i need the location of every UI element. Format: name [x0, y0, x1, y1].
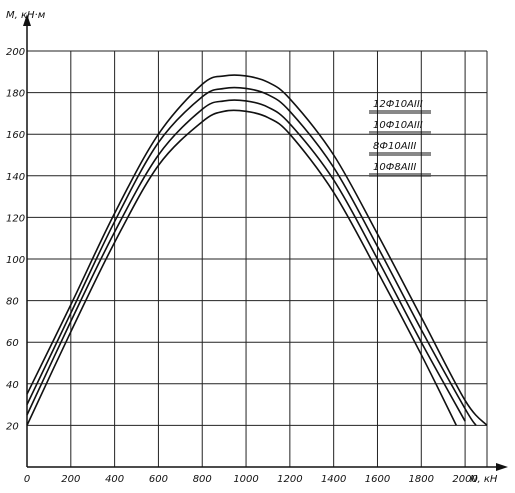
- series-line-4: [26, 109, 458, 426]
- x-tick-label: 1400: [321, 474, 346, 485]
- y-tick-label: 100: [6, 255, 25, 266]
- grid: [27, 50, 488, 467]
- legend: 12Ф10АIII 10Ф10АIII 8Ф10АIII 10Ф8АIII: [369, 99, 431, 177]
- y-tick-label: 140: [6, 172, 25, 183]
- x-tick-label: 200: [61, 474, 80, 485]
- y-tick-label: 180: [6, 89, 25, 100]
- x-axis-label: N, кН: [470, 474, 498, 485]
- legend-label: 8Ф10АIII: [373, 141, 416, 152]
- x-tick-label: 800: [193, 474, 212, 485]
- legend-label: 10Ф10АIII: [373, 120, 423, 131]
- y-axis-label: M, кН·м: [6, 10, 46, 21]
- x-tick-label: 0: [24, 474, 30, 485]
- y-tick-label: 20: [6, 421, 19, 432]
- y-tick-labels: 20 40 60 80 100 120 140 160 180 200: [6, 47, 25, 432]
- y-tick-label: 80: [6, 297, 19, 308]
- x-tick-label: 1800: [409, 474, 434, 485]
- y-tick-label: 200: [6, 47, 25, 58]
- y-tick-label: 120: [6, 213, 25, 224]
- y-tick-label: 160: [6, 130, 25, 141]
- x-axis-arrow-icon: [496, 463, 508, 471]
- x-tick-label: 600: [149, 474, 168, 485]
- legend-label: 10Ф8АIII: [373, 162, 416, 173]
- y-axis-arrow-icon: [23, 14, 31, 26]
- y-tick-label: 40: [6, 380, 19, 391]
- series-line-1: [26, 74, 488, 426]
- series-line-2: [26, 86, 477, 426]
- x-tick-label: 1600: [365, 474, 390, 485]
- series-line-3: [26, 99, 466, 422]
- x-tick-label: 400: [105, 474, 124, 485]
- y-tick-label: 60: [6, 338, 19, 349]
- x-tick-labels: 0 200 400 600 800 1000 1200 1400 1600 1800 2000: [24, 474, 478, 485]
- x-tick-label: 2000: [452, 474, 477, 485]
- series-group: [26, 74, 488, 426]
- axes: [23, 14, 508, 471]
- x-tick-label: 1000: [233, 474, 258, 485]
- x-tick-label: 1200: [277, 474, 302, 485]
- legend-label: 12Ф10АIII: [373, 99, 423, 110]
